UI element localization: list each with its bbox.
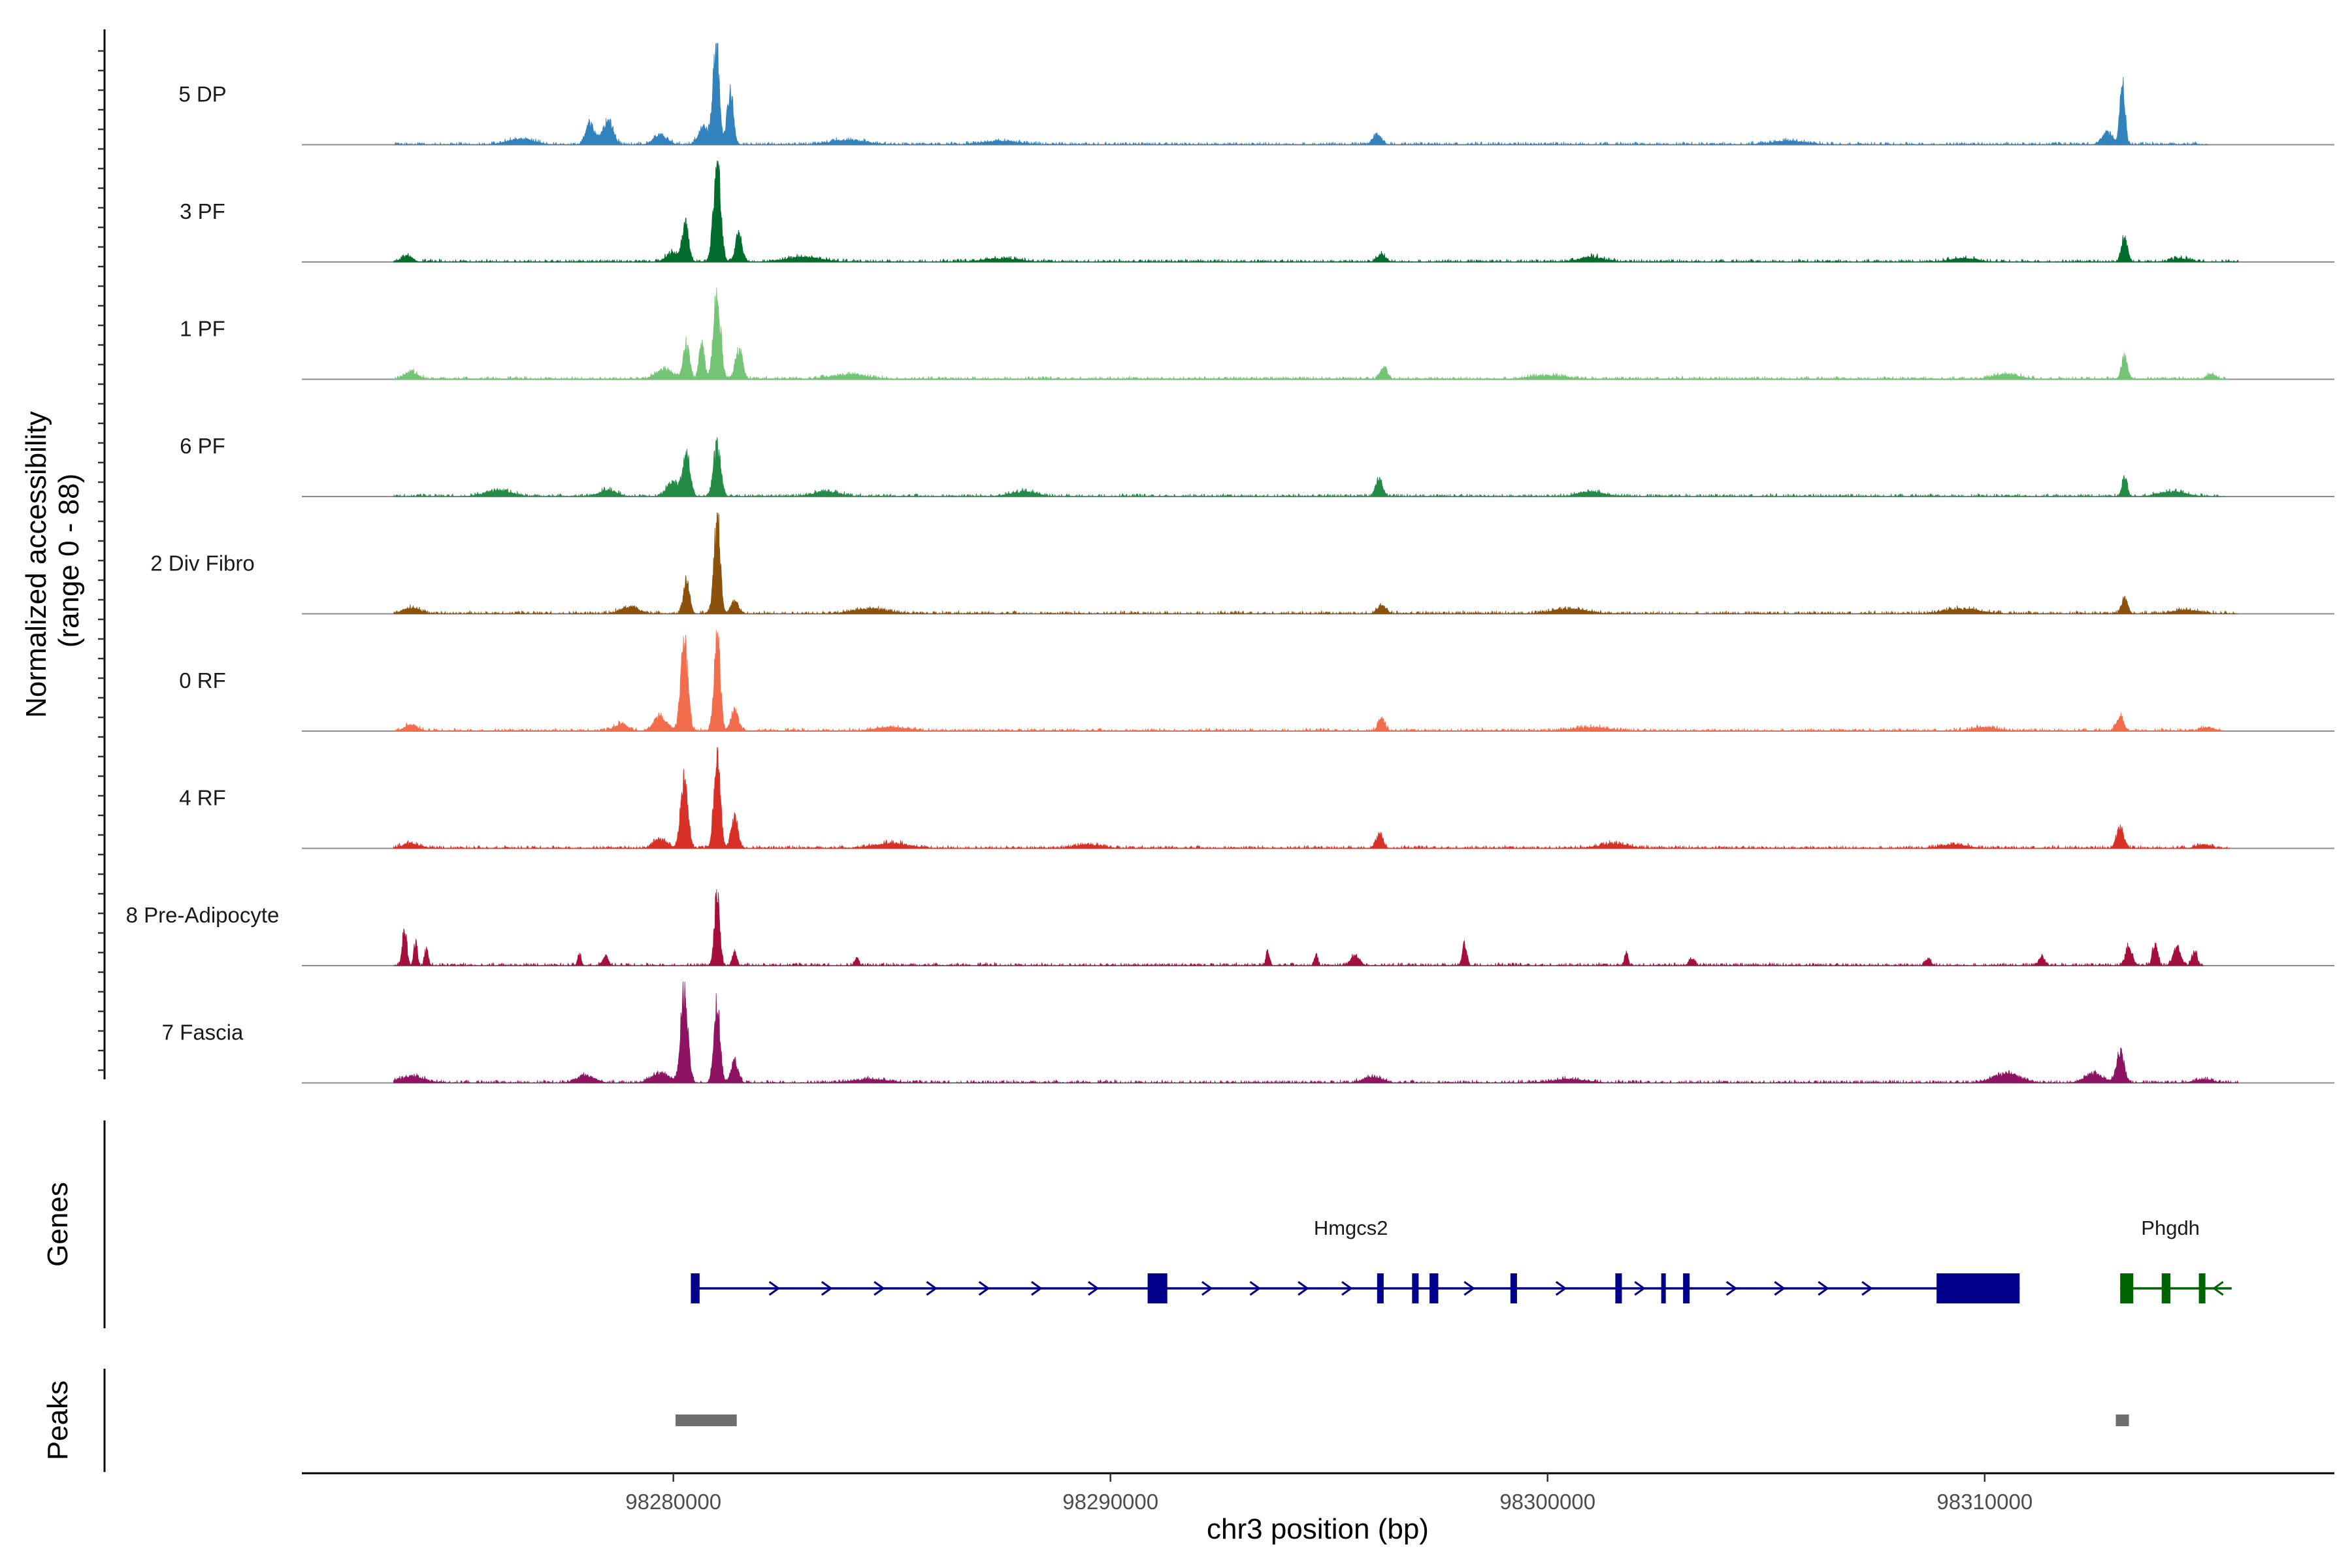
strand-arrow (1774, 1281, 1786, 1296)
strand-arrow (1031, 1281, 1043, 1296)
coverage-area-4-rf (393, 747, 2230, 850)
track-1-pf: 1 PF (180, 287, 2334, 381)
genes-track: Hmgcs2 Phgdh (691, 1217, 2232, 1303)
track-8-pre-adipocyte: 8 Pre-Adipocyte (126, 889, 2334, 967)
coverage-area-1-pf (393, 287, 2230, 381)
exon (1661, 1273, 1666, 1303)
exon (1683, 1273, 1690, 1303)
strand-arrow (926, 1281, 938, 1296)
x-tick-label: 98310000 (1936, 1490, 2033, 1514)
exon (1615, 1273, 1622, 1303)
track-label: 3 PF (180, 199, 225, 223)
strand-arrow (1555, 1281, 1567, 1296)
coverage-area-3-pf (393, 160, 2239, 263)
track-5-dp: 5 DP (178, 42, 2334, 146)
gene-label: Phgdh (2141, 1217, 2200, 1239)
strand-arrow (1088, 1281, 1100, 1296)
track-6-pf: 6 PF (180, 434, 2334, 498)
track-label: 6 PF (180, 434, 225, 458)
track-0-rf: 0 RF (179, 629, 2334, 732)
peak-region (676, 1414, 737, 1426)
strand-arrow (1298, 1281, 1309, 1296)
strand-arrow (2212, 1281, 2224, 1296)
exon (2161, 1273, 2171, 1303)
gene-hmgcs2: Hmgcs2 (691, 1217, 2020, 1303)
x-tick-label: 98290000 (1062, 1490, 1158, 1514)
strand-arrow (1725, 1281, 1738, 1296)
strand-arrow (1463, 1281, 1475, 1296)
strand-arrow (768, 1281, 781, 1296)
genes-panel-title: Genes (42, 1182, 74, 1267)
exon (1147, 1273, 1168, 1303)
peaks-track (676, 1414, 2129, 1426)
coverage-y-axis-ticks (98, 50, 105, 1071)
strand-arrow (978, 1281, 990, 1296)
track-7-fascia: 7 Fascia (162, 981, 2334, 1085)
y-axis-title: Normalized accessibility (range 0 - 88) (20, 403, 85, 718)
track-3-pf: 3 PF (180, 160, 2334, 263)
track-label: 1 PF (180, 317, 225, 341)
strand-arrow (1634, 1281, 1646, 1296)
exon (1377, 1273, 1384, 1303)
track-2-div-fibro: 2 Div Fibro (150, 512, 2334, 615)
exon (1412, 1273, 1419, 1303)
coverage-area-6-pf (393, 437, 2225, 498)
peaks-panel-title: Peaks (42, 1380, 74, 1460)
strand-arrow (821, 1281, 833, 1296)
gene-phgdh: Phgdh (2120, 1217, 2232, 1303)
track-label: 4 RF (179, 786, 226, 810)
coverage-tracks: 5 DP 3 PF 1 PF 6 PF 2 Div Fibro 0 RF 4 RF 8 Pre… (126, 42, 2334, 1085)
exon (2198, 1273, 2206, 1303)
coverage-area-0-rf (393, 629, 2226, 732)
exon (2120, 1273, 2134, 1303)
exon (1429, 1273, 1439, 1303)
strand-arrow (1201, 1281, 1213, 1296)
strand-arrow (1249, 1281, 1262, 1296)
coverage-area-7-fascia (393, 981, 2239, 1085)
track-label: 5 DP (178, 82, 226, 106)
track-label: 0 RF (179, 668, 226, 693)
coverage-area-8-pre-adipocyte (393, 889, 2204, 967)
strand-arrow (1861, 1281, 1873, 1296)
x-axis-ticks: 98280000 98290000 98300000 98310000 (625, 1473, 2033, 1514)
y-axis-title-line-1: Normalized accessibility (20, 411, 52, 717)
track-label: 7 Fascia (162, 1021, 244, 1045)
x-axis-title: chr3 position (bp) (1207, 1513, 1429, 1545)
strand-arrow (1818, 1281, 1829, 1296)
track-4-rf: 4 RF (179, 747, 2334, 850)
exon (1510, 1273, 1517, 1303)
peak-region (2115, 1414, 2129, 1426)
strand-arrow (1341, 1281, 1353, 1296)
x-tick-label: 98300000 (1499, 1490, 1595, 1514)
exon (1936, 1273, 2020, 1303)
gene-label: Hmgcs2 (1314, 1217, 1388, 1239)
track-label: 8 Pre-Adipocyte (126, 903, 280, 927)
exon (691, 1273, 700, 1303)
coverage-area-2-div-fibro (393, 512, 2238, 615)
coverage-area-5-dp (393, 42, 2208, 146)
strand-arrow (874, 1281, 885, 1296)
x-tick-label: 98280000 (625, 1490, 721, 1514)
y-axis-title-line-2: (range 0 - 88) (53, 474, 85, 648)
track-label: 2 Div Fibro (150, 551, 255, 576)
